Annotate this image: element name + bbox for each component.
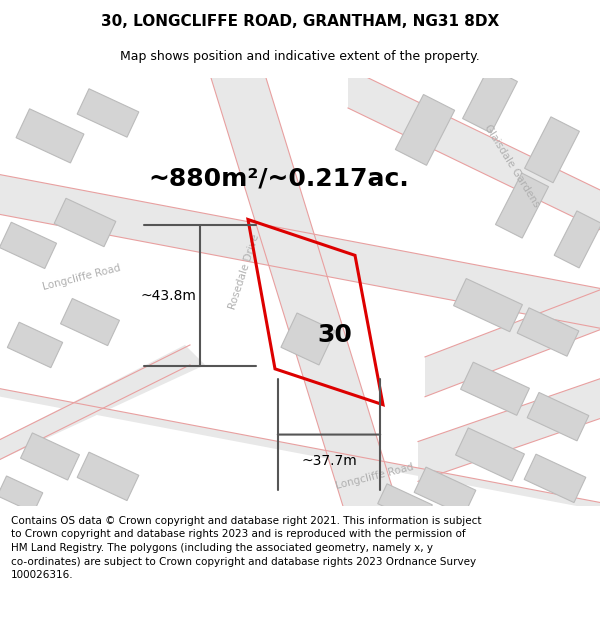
Text: 30, LONGCLIFFE ROAD, GRANTHAM, NG31 8DX: 30, LONGCLIFFE ROAD, GRANTHAM, NG31 8DX [101, 14, 499, 29]
Polygon shape [454, 279, 523, 332]
Text: Contains OS data © Crown copyright and database right 2021. This information is : Contains OS data © Crown copyright and d… [11, 516, 481, 580]
Polygon shape [54, 198, 116, 247]
Text: ~37.7m: ~37.7m [301, 454, 357, 469]
Polygon shape [455, 428, 524, 481]
Polygon shape [0, 173, 600, 332]
Text: Longcliffe Road: Longcliffe Road [42, 262, 122, 292]
Polygon shape [377, 484, 433, 525]
Polygon shape [527, 392, 589, 441]
Polygon shape [425, 282, 600, 397]
Text: Map shows position and indicative extent of the property.: Map shows position and indicative extent… [120, 50, 480, 62]
Polygon shape [554, 211, 600, 268]
Polygon shape [418, 372, 600, 481]
Polygon shape [348, 68, 600, 239]
Text: Glaisdale Gardens: Glaisdale Gardens [482, 122, 542, 209]
Polygon shape [0, 222, 56, 269]
Polygon shape [61, 299, 119, 346]
Polygon shape [7, 322, 62, 368]
Text: ~880m²/~0.217ac.: ~880m²/~0.217ac. [148, 167, 409, 191]
Polygon shape [77, 89, 139, 137]
Polygon shape [20, 433, 79, 480]
Text: ~43.8m: ~43.8m [140, 289, 196, 302]
Polygon shape [0, 345, 205, 464]
Text: Rosedale Drive: Rosedale Drive [227, 234, 261, 311]
Polygon shape [281, 313, 335, 365]
Polygon shape [517, 308, 579, 356]
Polygon shape [461, 362, 529, 416]
Polygon shape [496, 173, 548, 238]
Text: Longcliffe Road: Longcliffe Road [335, 462, 415, 491]
Polygon shape [463, 67, 517, 133]
Polygon shape [16, 109, 84, 163]
Polygon shape [208, 68, 398, 506]
Polygon shape [77, 452, 139, 501]
Polygon shape [395, 94, 455, 165]
Polygon shape [0, 387, 600, 514]
Text: 30: 30 [317, 323, 352, 347]
Polygon shape [524, 454, 586, 503]
Polygon shape [414, 467, 476, 516]
Polygon shape [0, 476, 43, 512]
Polygon shape [524, 117, 580, 182]
